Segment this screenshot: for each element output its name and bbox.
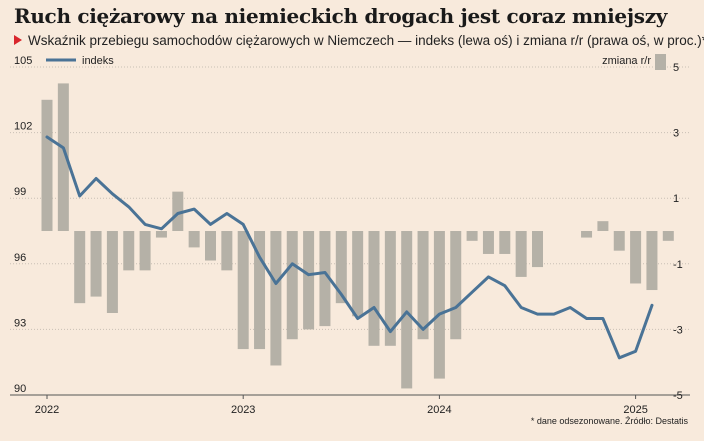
index-line-group: [45, 135, 654, 360]
yoy-bar: [482, 231, 494, 254]
axis-labels: 105 102 99 96 93 90 5 3 1 -1 -3 -5 2022 2023 2024 2025: [14, 55, 683, 416]
yoy-bar: [106, 231, 118, 313]
legend: indeks zmiana r/r: [46, 54, 666, 70]
chart-subtitle-text: Wskaźnik przebiegu samochodów ciężarowyc…: [28, 33, 704, 48]
yoy-bar: [319, 231, 331, 327]
yoy-bar: [254, 231, 266, 350]
yoy-bar: [41, 99, 53, 231]
yoy-bar: [286, 231, 298, 340]
x-tick-label: 2024: [427, 404, 451, 416]
right-tick-label: -1: [673, 259, 683, 271]
yoy-bar: [123, 231, 135, 271]
yoy-bar: [384, 231, 396, 346]
yoy-bar: [172, 191, 184, 231]
yoy-bar: [352, 231, 364, 317]
yoy-bar: [335, 231, 347, 304]
right-tick-label: -5: [673, 390, 683, 402]
yoy-bar: [581, 231, 593, 238]
yoy-bar: [221, 231, 233, 271]
yoy-bar: [237, 231, 249, 350]
x-tick-label: 2022: [35, 404, 59, 416]
yoy-bar: [662, 231, 674, 241]
yoy-bar: [90, 231, 102, 297]
yoy-bar: [450, 231, 462, 340]
yoy-bar: [646, 231, 658, 291]
yoy-bar: [466, 231, 478, 241]
left-tick-label: 90: [14, 383, 26, 395]
yoy-bar: [188, 231, 200, 248]
yoy-bar: [597, 221, 609, 231]
yoy-bar: [433, 231, 445, 379]
yoy-bar: [155, 231, 167, 238]
left-tick-label: 99: [14, 186, 26, 198]
left-tick-label: 96: [14, 252, 26, 264]
chart-subtitle: Wskaźnik przebiegu samochodów ciężarowyc…: [14, 33, 704, 48]
yoy-bars: [41, 83, 674, 389]
left-tick-label: 102: [14, 121, 32, 133]
legend-bar-label: zmiana r/r: [602, 55, 651, 67]
grid: [10, 66, 690, 396]
right-tick-label: 1: [673, 193, 679, 205]
yoy-bar: [205, 231, 216, 261]
right-tick-label: 3: [673, 128, 679, 140]
index-line: [45, 135, 654, 360]
x-tick-label: 2023: [231, 404, 255, 416]
left-tick-label: 93: [14, 317, 26, 329]
yoy-bar: [630, 231, 642, 284]
yoy-bar: [139, 231, 151, 271]
legend-line-label: indeks: [82, 55, 114, 67]
legend-bar-swatch: [655, 54, 666, 70]
footnote: * dane odsezonowane. Źródło: Destatis: [531, 416, 689, 426]
yoy-bar: [532, 231, 543, 268]
right-tick-label: -3: [673, 324, 683, 336]
yoy-bar: [368, 231, 380, 346]
x-tick-label: 2025: [623, 404, 647, 416]
chart-title: Ruch ciężarowy na niemieckich drogach je…: [14, 4, 668, 28]
yoy-bar: [270, 231, 282, 366]
yoy-bar: [57, 83, 69, 232]
yoy-bar: [613, 231, 625, 251]
red-triangle-icon: [14, 35, 22, 45]
yoy-bar: [515, 231, 527, 277]
yoy-bar: [401, 231, 413, 389]
yoy-bar: [74, 231, 86, 304]
left-tick-label: 105: [14, 55, 32, 67]
right-tick-label: 5: [673, 62, 679, 74]
yoy-bar: [417, 231, 429, 340]
yoy-bar: [499, 231, 511, 254]
yoy-bar: [303, 231, 315, 330]
